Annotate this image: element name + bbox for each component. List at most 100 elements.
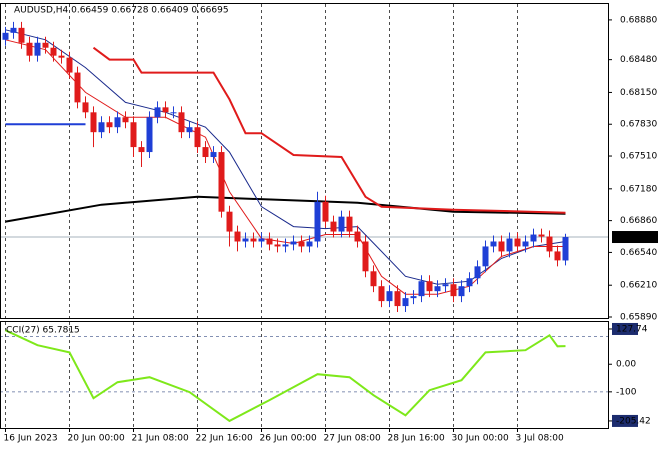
candle-body [2,32,9,40]
candle-body [450,284,457,297]
grid [0,4,608,428]
y-tick-label: 0.68480 [620,55,657,65]
candle-body [106,122,113,128]
candle-body [538,234,545,237]
candle-body [186,127,193,133]
y-tick-label: 0.67830 [620,120,657,130]
candle-body [82,102,89,113]
candle-body [354,231,361,242]
candle-body [306,241,313,247]
candle-body [130,122,137,148]
cci-panel-frame [0,321,609,429]
indicator-line [92,46,566,214]
y-tick-label: 0.66860 [620,216,657,226]
candle-body [90,112,97,133]
candle-body [410,296,417,299]
x-tick-label: 26 Jun 00:00 [260,434,317,444]
candle-body [426,281,433,292]
candle-body [514,238,521,247]
candle-body [146,117,153,153]
candle-body [74,72,81,103]
candle-body [346,216,353,232]
candle-body [442,284,449,287]
last-price-tag [612,231,658,244]
candle-body [546,236,553,252]
candle-body [466,278,473,287]
y-tick-label: 0.67180 [620,184,657,194]
candle-body [66,57,73,73]
y-tick-label: 0.00 [616,360,636,370]
candle-body [50,47,57,56]
candle-body [562,237,569,261]
candle-body [322,201,329,222]
candle-body [202,147,209,158]
candle-body [42,42,49,48]
candle-body [122,117,129,123]
y-tick-label: -100 [616,387,637,397]
candle-body [402,298,409,307]
candle-body [194,127,201,148]
candle-body [18,27,25,43]
candle-body [250,238,257,242]
candle-body [274,244,281,247]
candle-body [226,211,233,232]
candle-body [498,241,505,252]
y-tick-label: 127.74 [616,324,648,334]
x-tick-label: 28 Jun 16:00 [388,434,445,444]
candle-body [258,238,265,242]
y-tick-tag [612,414,638,427]
candle-body [26,42,33,56]
candle-body [338,216,345,232]
candle-body [474,266,481,279]
candle-body [434,286,441,292]
candle-body [98,122,105,133]
candle-body [506,238,513,252]
candle-body [490,241,497,247]
candle-body [394,291,401,307]
candle-body [218,152,225,212]
candle-body [242,238,249,242]
last-price-label: 0.66695 [617,233,654,243]
candle-body [178,112,185,133]
candle-body [170,112,177,114]
y-tick-label: 0.65890 [620,313,657,323]
candle-body [458,286,465,297]
x-tick-label: 21 Jun 08:00 [132,434,189,444]
candle-body [10,27,17,33]
candle-body [234,231,241,242]
x-tick-label: 27 Jun 08:00 [324,434,381,444]
candle-body [314,201,321,242]
y-tick-label: 0.67510 [620,152,657,162]
candle-body [58,55,65,58]
candle-body [330,221,337,232]
y-tick-tag [612,322,638,335]
indicator-line [5,195,566,223]
candle-body [34,42,41,56]
candle-body [522,241,529,247]
candle-body [210,152,217,158]
price-panel-frame [0,3,609,319]
candle-body [530,234,537,242]
candle-body [282,244,289,247]
axes: 16 Jun 2023 20 Jun 00:00 21 Jun 08:00 22 Ju… [4,15,658,444]
y-tick-label: 0.66210 [620,281,657,291]
candle-body [154,107,161,118]
candle-body [138,147,145,153]
candle-body [370,271,377,287]
candle-body [418,281,425,297]
x-tick-label: 3 Jul 08:00 [516,434,565,444]
x-tick-label: 22 Jun 16:00 [196,434,253,444]
candle-body [378,286,385,302]
chart-title: AUDUSD,H4 0.66459 0.66728 0.66409 0.6669… [14,6,229,16]
y-tick-label: 0.68150 [620,88,657,98]
candle-body [298,241,305,247]
x-tick-label: 16 Jun 2023 [4,434,58,444]
candle-body [290,241,297,245]
y-tick-label: 0.66540 [620,248,657,258]
candle-body [114,117,121,128]
candle-body [482,246,489,267]
candle-body [266,238,273,245]
y-tick-label: 0.68880 [620,15,657,25]
